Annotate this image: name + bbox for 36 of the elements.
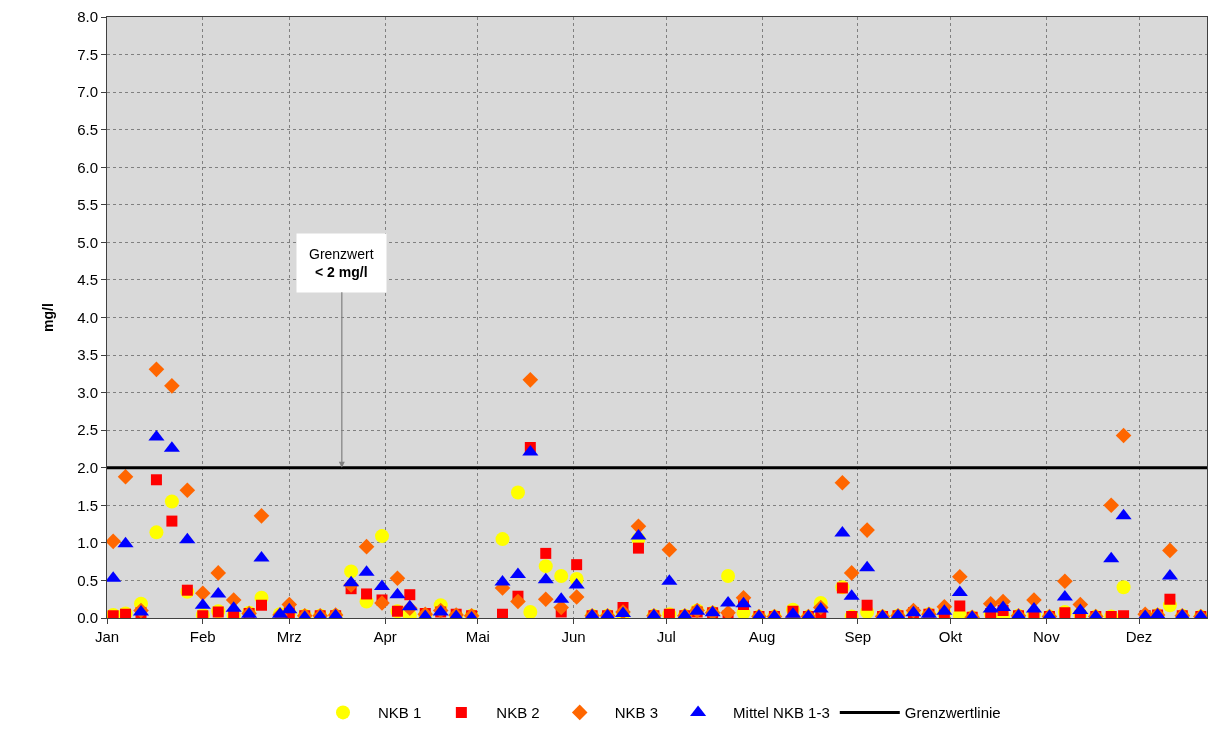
- y-tick-label: 6.0: [77, 158, 98, 176]
- legend-label: Mittel NKB 1-3: [733, 704, 830, 722]
- y-tick-label: 7.0: [77, 83, 98, 101]
- legend-label: NKB 1: [378, 704, 422, 722]
- y-tick-label: 4.5: [77, 271, 98, 289]
- y-axis-title: mg/l: [39, 303, 56, 332]
- legend-label: Grenzwertlinie: [904, 704, 1001, 722]
- y-tick-label: 2.0: [77, 459, 98, 476]
- y-tick-label: 4.0: [77, 308, 98, 326]
- y-tick-label: 7.5: [77, 45, 98, 63]
- y-tick-label: 6.5: [77, 120, 98, 138]
- y-tick-label: 1.0: [77, 534, 98, 552]
- y-tick-label: 5.5: [77, 196, 98, 214]
- annotation: Grenzwert < 2 mg/l: [309, 246, 374, 281]
- y-tick-label: 0.5: [77, 571, 98, 589]
- legend-label: NKB 2: [496, 704, 540, 722]
- x-tick-label: Okt: [938, 628, 964, 645]
- y-tick-label: 0.0: [77, 609, 98, 627]
- x-tick-label: Jun: [561, 628, 586, 645]
- x-tick-label: Dez: [1125, 628, 1153, 645]
- y-tick-label: 5.0: [77, 233, 98, 251]
- x-tick-label: Nov: [1032, 628, 1061, 645]
- x-tick-label: Apr: [373, 628, 397, 645]
- x-tick-label: Feb: [189, 628, 216, 645]
- x-tick-label: Mai: [465, 628, 490, 645]
- x-tick-label: Aug: [748, 628, 776, 645]
- y-tick-label: 2.5: [77, 421, 98, 439]
- x-tick-label: Sep: [844, 628, 872, 645]
- x-tick-label: Mrz: [276, 628, 302, 645]
- x-tick-label: Jul: [656, 628, 676, 645]
- y-tick-label: 1.5: [77, 496, 98, 514]
- legend-label: NKB 3: [614, 704, 659, 722]
- y-tick-label: 8.0: [77, 8, 98, 26]
- x-tick-label: Jan: [94, 628, 120, 645]
- y-tick-label: 3.5: [77, 346, 98, 364]
- y-tick-label: 3.0: [77, 383, 98, 401]
